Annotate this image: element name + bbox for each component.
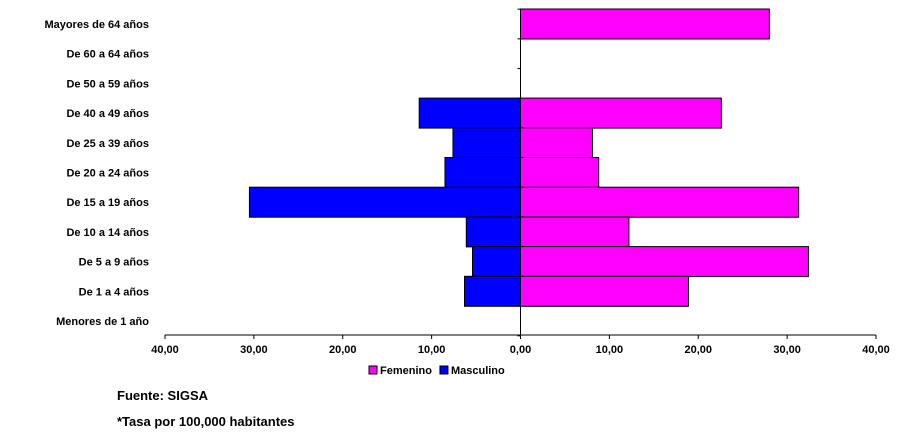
category-label: De 60 a 64 años xyxy=(66,49,149,61)
category-label: De 10 a 14 años xyxy=(66,227,149,239)
bar-femenino xyxy=(520,246,809,278)
category-label: De 20 a 24 años xyxy=(66,168,149,180)
x-tick-label: 20,00 xyxy=(684,344,712,356)
category-label: De 25 a 39 años xyxy=(66,138,149,150)
x-tick-label: 40,00 xyxy=(862,344,890,356)
category-label: De 50 a 59 años xyxy=(66,78,149,90)
axes xyxy=(165,8,876,337)
bar-femenino xyxy=(520,127,593,159)
bar-femenino xyxy=(520,97,722,129)
bar-masculino xyxy=(472,246,522,278)
x-tick-labels: 40,00 30,00 20,00 10,00 0,00 10,00 20,00 30,00 4… xyxy=(151,335,890,356)
legend-swatch-femenino xyxy=(368,365,378,375)
x-tick-label: 20,00 xyxy=(329,344,357,356)
bar-masculino xyxy=(464,275,522,307)
bar-femenino xyxy=(520,275,689,307)
x-tick-label: 0,00 xyxy=(510,344,531,356)
source-note: Fuente: SIGSA xyxy=(117,388,209,403)
category-label: De 5 a 9 años xyxy=(79,257,149,269)
bar-femenino xyxy=(520,216,630,248)
bar-masculino xyxy=(465,216,522,248)
bar-masculino xyxy=(444,157,521,188)
legend-label-femenino: Femenino xyxy=(380,365,432,377)
x-tick-label: 10,00 xyxy=(596,344,624,356)
bar-femenino xyxy=(520,8,770,40)
population-pyramid-chart: Mayores de 64 años De 60 a 64 años De 50 a… xyxy=(44,8,890,377)
legend: Femenino Masculino xyxy=(368,365,505,377)
bar-femenino xyxy=(520,157,600,188)
category-label: De 1 a 4 años xyxy=(79,286,149,298)
legend-swatch-masculino xyxy=(439,365,449,375)
category-label: De 15 a 19 años xyxy=(66,197,149,209)
category-labels: Mayores de 64 años De 60 a 64 años De 50 a… xyxy=(44,19,149,328)
category-label: Menores de 1 año xyxy=(56,316,149,328)
bar-masculino xyxy=(452,127,521,159)
x-tick-label: 40,00 xyxy=(151,344,179,356)
x-tick-label: 30,00 xyxy=(240,344,268,356)
rate-note: *Tasa por 100,000 habitantes xyxy=(117,414,295,429)
category-label: De 40 a 49 años xyxy=(66,108,149,120)
legend-label-masculino: Masculino xyxy=(451,365,505,377)
category-label: Mayores de 64 años xyxy=(44,19,149,31)
bars xyxy=(248,8,809,307)
bar-femenino xyxy=(520,186,800,218)
bar-masculino xyxy=(418,97,521,129)
x-tick-label: 30,00 xyxy=(773,344,801,356)
bar-masculino xyxy=(248,186,521,218)
x-tick-label: 10,00 xyxy=(418,344,446,356)
